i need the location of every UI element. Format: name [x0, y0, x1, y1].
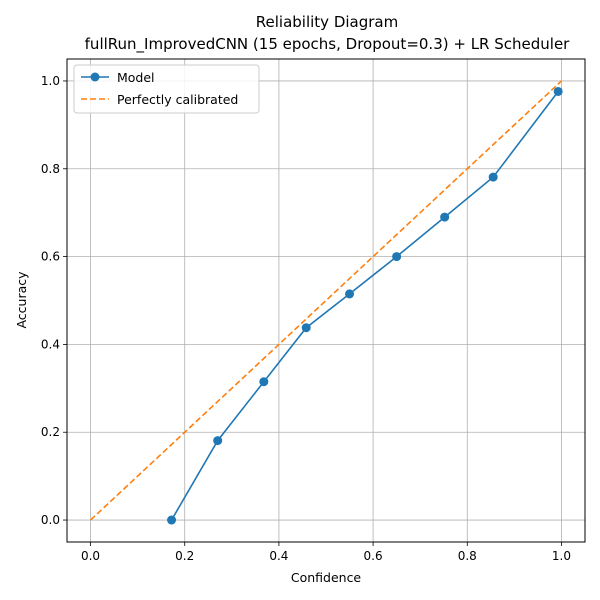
model-point [440, 212, 450, 222]
model-point [259, 377, 269, 387]
y-tick-label: 1.0 [41, 74, 60, 88]
x-tick-label: 0.4 [269, 549, 288, 563]
y-tick-label: 0.4 [41, 337, 60, 351]
legend-model-marker [90, 72, 100, 82]
chart-subtitle: fullRun_ImprovedCNN (15 epochs, Dropout=… [85, 35, 571, 54]
series-lines [89, 80, 563, 521]
model-point [167, 515, 177, 525]
legend-calibrated-label: Perfectly calibrated [117, 92, 238, 107]
perfectly-calibrated-line [89, 80, 563, 521]
model-point [488, 172, 498, 182]
x-tick-label: 0.8 [458, 549, 477, 563]
x-tick-label: 0.6 [364, 549, 383, 563]
y-axis-label: Accuracy [14, 271, 29, 329]
model-line [170, 91, 559, 521]
x-tick-label: 0.0 [81, 549, 100, 563]
model-point [213, 436, 223, 446]
series-markers [167, 86, 563, 525]
y-tick-label: 0.0 [41, 513, 60, 527]
y-tick-label: 0.8 [41, 162, 60, 176]
y-axis-ticks: 0.0 0.2 0.4 0.6 0.8 1.0 [41, 74, 67, 527]
chart-title: Reliability Diagram [256, 13, 398, 31]
legend-box [73, 64, 260, 114]
model-point [553, 86, 563, 96]
x-axis-label: Confidence [291, 570, 362, 585]
x-axis-ticks: 0.0 0.2 0.4 0.6 0.8 1.0 [81, 542, 571, 563]
model-point [392, 252, 402, 262]
plot-frame [66, 58, 586, 543]
y-tick-label: 0.2 [41, 425, 60, 439]
model-point [345, 289, 355, 299]
y-tick-label: 0.6 [41, 250, 60, 264]
model-point [301, 323, 311, 333]
x-tick-label: 1.0 [552, 549, 571, 563]
legend-model-label: Model [117, 70, 155, 85]
x-tick-label: 0.2 [175, 549, 194, 563]
legend: Model Perfectly calibrated [73, 64, 260, 114]
